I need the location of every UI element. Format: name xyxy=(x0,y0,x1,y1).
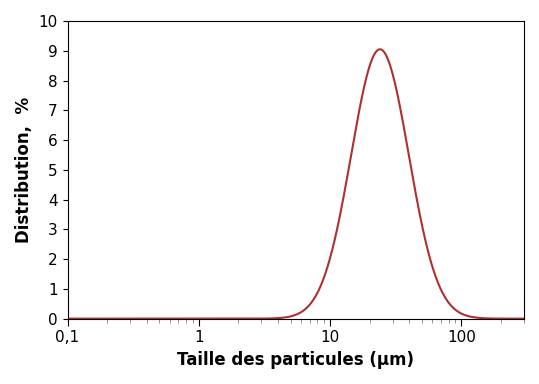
X-axis label: Taille des particules (µm): Taille des particules (µm) xyxy=(177,351,414,369)
Y-axis label: Distribution,  %: Distribution, % xyxy=(15,97,33,243)
